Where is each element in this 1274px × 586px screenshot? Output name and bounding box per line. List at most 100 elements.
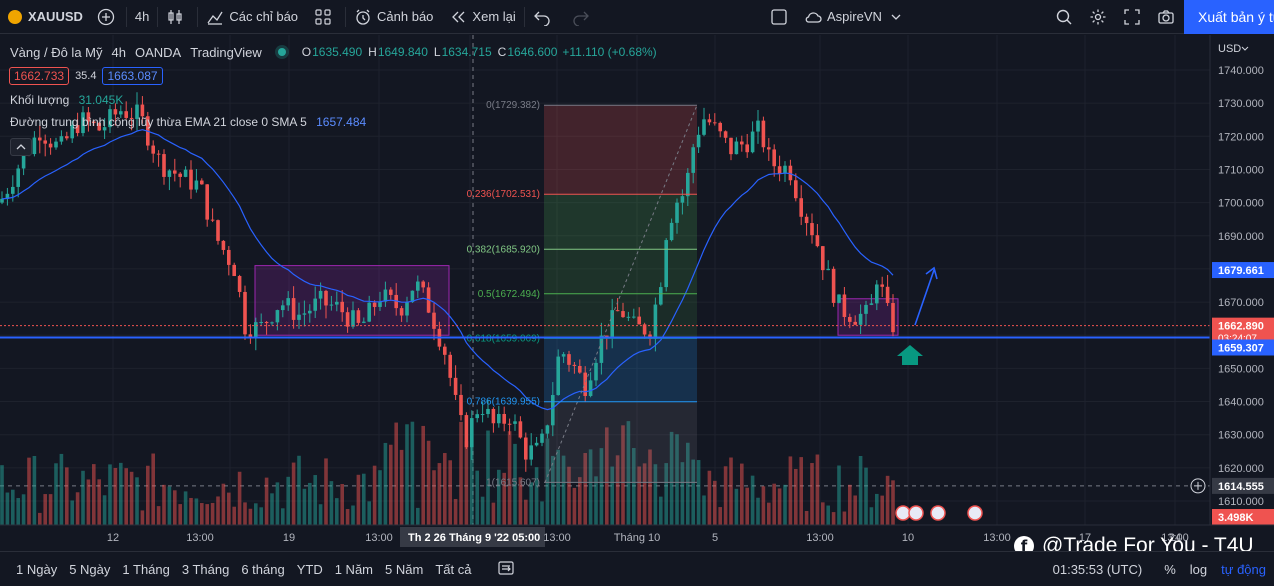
- candle-body: [821, 246, 825, 271]
- volume-bar: [227, 492, 231, 525]
- horizontal-lines[interactable]: [0, 325, 1210, 339]
- candle-body: [156, 153, 161, 155]
- fullscreen-button[interactable]: [1115, 0, 1149, 34]
- legend-source: TradingView: [190, 44, 262, 60]
- candle-body: [556, 356, 560, 396]
- consolidation-box-right: [837, 298, 899, 336]
- candle-body: [324, 290, 328, 306]
- range-1y[interactable]: 1 Năm: [334, 561, 374, 577]
- candle-body: [372, 302, 377, 307]
- price-chart[interactable]: 0(1729.382) 0.236(1702.531) 0.382(1685.920…: [0, 35, 1274, 550]
- legend-collapse-button[interactable]: [10, 138, 32, 156]
- replay-button[interactable]: Xem lại: [441, 0, 523, 34]
- volume-bar: [642, 463, 647, 525]
- annotations[interactable]: [895, 266, 1206, 521]
- undo-icon: [533, 8, 551, 26]
- candle-body: [680, 196, 685, 203]
- volume-bar: [615, 455, 620, 525]
- candle-body: [183, 169, 188, 177]
- legend-exchange: OANDA: [134, 44, 182, 60]
- candle-body: [102, 127, 107, 131]
- volume-bar: [92, 464, 96, 525]
- candle-body: [578, 365, 582, 373]
- volume-bar: [426, 440, 431, 525]
- candle-body: [16, 168, 20, 187]
- auto-scale-toggle[interactable]: tự động: [1221, 562, 1266, 577]
- volume-bar: [248, 508, 253, 525]
- undo-button[interactable]: [525, 0, 564, 34]
- redo-button[interactable]: [564, 0, 603, 34]
- candle-body: [491, 408, 496, 424]
- time-axis[interactable]: 12 13:00 19 13:00 Th 2 26 Tháng 9 '22 05:00 1…: [0, 524, 1274, 550]
- range-ytd[interactable]: YTD: [296, 561, 323, 577]
- symbol-search-button[interactable]: XAUUSD: [0, 0, 91, 34]
- price-tick: 1690.000: [1218, 231, 1264, 243]
- volume-bar: [102, 495, 107, 525]
- layout-menu-button[interactable]: AspireVN: [796, 0, 918, 34]
- volume-bar: [362, 473, 366, 525]
- candle-body: [108, 109, 112, 128]
- chart-type-button[interactable]: [158, 0, 197, 34]
- grid-icon: [314, 8, 332, 26]
- indicators-button[interactable]: Các chỉ báo: [198, 0, 306, 34]
- volume-legend[interactable]: Khối lượng 31.045K: [10, 93, 123, 107]
- position-tool[interactable]: [544, 105, 697, 483]
- sell-price-button[interactable]: 1662.733: [9, 67, 70, 85]
- volume-axis-label: 3.498K: [1218, 512, 1254, 524]
- settings-button[interactable]: [1081, 0, 1115, 34]
- range-5d[interactable]: 5 Ngày: [69, 561, 111, 577]
- utc-clock[interactable]: 01:35:53 (UTC): [1052, 562, 1143, 577]
- close-value: 1646.600: [507, 45, 558, 59]
- up-trend-arrow: [914, 266, 938, 326]
- goto-date-button[interactable]: [497, 559, 515, 580]
- price-label-crosshair-bg: [1212, 477, 1274, 494]
- range-all[interactable]: Tất cả: [435, 561, 472, 577]
- compare-symbol-button[interactable]: [91, 0, 126, 34]
- volume-bar: [48, 494, 53, 525]
- range-1m[interactable]: 1 Tháng: [122, 561, 170, 577]
- volume-bar: [869, 507, 874, 525]
- publish-idea-button[interactable]: Xuất bản ý tưởng: [1184, 0, 1274, 34]
- volume-bar: [777, 488, 782, 525]
- snapshot-button[interactable]: [1149, 0, 1183, 34]
- time-tick: 12: [107, 532, 119, 544]
- candle-body: [189, 169, 193, 190]
- volume-bar: [237, 471, 242, 525]
- us-flag-event-icon: [967, 505, 983, 521]
- volume-bar: [821, 502, 825, 525]
- candle-body: [135, 104, 139, 119]
- alert-button[interactable]: Cảnh báo: [346, 0, 441, 34]
- range-5y[interactable]: 5 Năm: [385, 561, 424, 577]
- fib-level-label: 0.236(1702.531): [467, 189, 540, 200]
- indicators-icon: [206, 8, 224, 26]
- volume-bar: [799, 457, 803, 525]
- interval-button[interactable]: 4h: [127, 0, 157, 34]
- volume-bar: [529, 482, 533, 525]
- fib-level-label: 0.5(1672.494): [478, 289, 540, 300]
- buy-price-button[interactable]: 1663.087: [102, 67, 163, 85]
- fibonacci-retracement[interactable]: 0(1729.382) 0.236(1702.531) 0.382(1685.920…: [467, 100, 698, 488]
- candle-body: [626, 316, 631, 318]
- candle-body: [761, 120, 766, 148]
- fib-level-label: 0.618(1659.069): [467, 333, 540, 344]
- candle-body: [345, 312, 350, 327]
- range-6m[interactable]: 6 tháng: [241, 561, 285, 577]
- fullscreen-layout-checkbox[interactable]: [762, 0, 801, 34]
- candle-body: [281, 305, 285, 311]
- candle-body: [497, 413, 501, 424]
- candle-body: [243, 291, 247, 335]
- price-axis[interactable]: USD 1740.000 1730.000 1720.000 1710.000 1700.…: [1209, 35, 1274, 525]
- templates-button[interactable]: [306, 0, 345, 34]
- log-toggle[interactable]: log: [1189, 562, 1208, 577]
- range-1d[interactable]: 1 Ngày: [16, 561, 58, 577]
- search-button[interactable]: [1047, 0, 1081, 34]
- ema-legend[interactable]: Đường trung bình cộng lũy thừa EMA 21 cl…: [10, 115, 366, 129]
- candle-body: [831, 268, 836, 303]
- candle-body: [853, 321, 857, 325]
- fib-level-label: 0.786(1639.955): [467, 397, 540, 408]
- range-3m[interactable]: 3 Tháng: [181, 561, 230, 577]
- price-tick: 1630.000: [1218, 430, 1264, 442]
- candle-body: [594, 362, 598, 381]
- percent-toggle[interactable]: %: [1164, 562, 1176, 577]
- volume-bar: [302, 488, 307, 525]
